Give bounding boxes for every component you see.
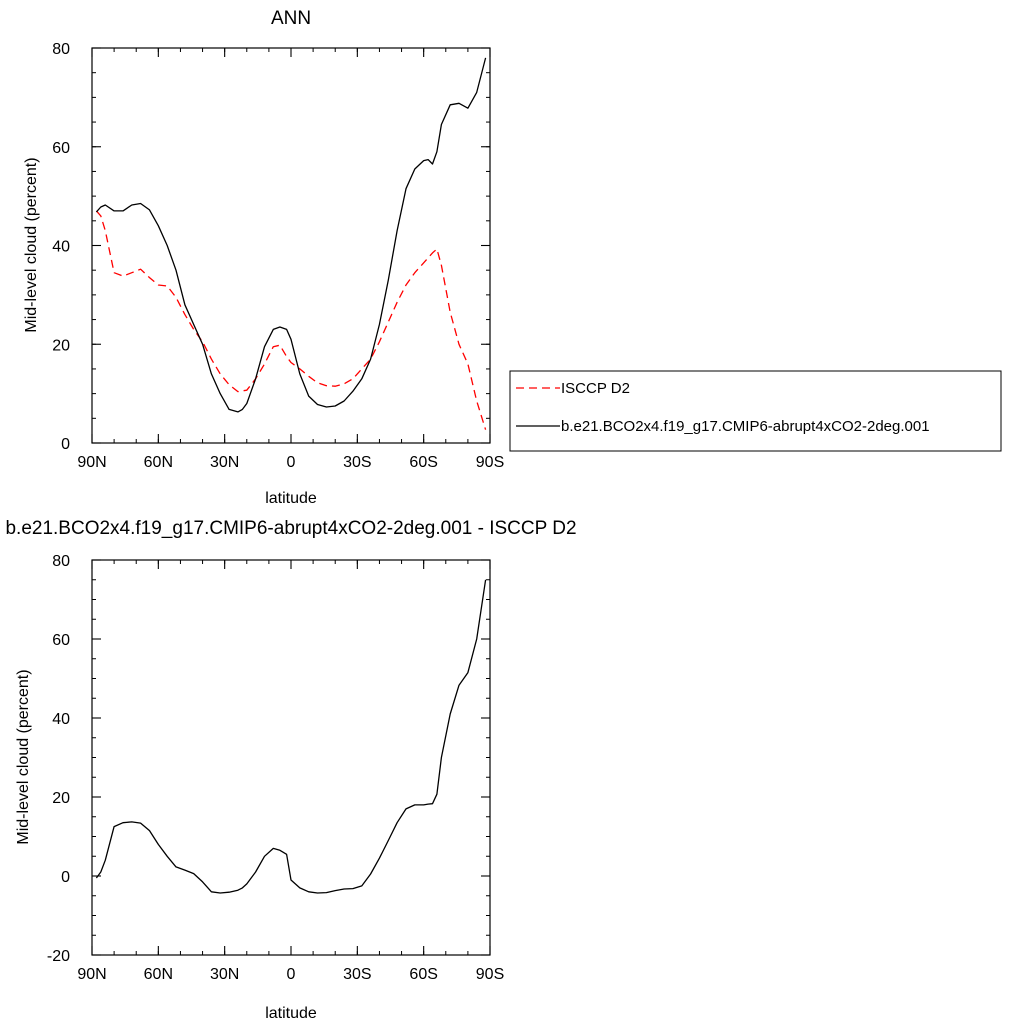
bottom-x-tick-label: 60S	[409, 966, 437, 983]
bottom-plot-frame	[91, 559, 491, 956]
top-x-tick-label: 60N	[144, 454, 173, 471]
bottom-x-tick-label: 90N	[77, 966, 106, 983]
top-y-tick-label: 20	[52, 337, 70, 354]
top-x-axis-label: latitude	[265, 490, 317, 507]
top-x-tick-label: 90N	[77, 454, 106, 471]
bottom-x-tick-label: 30N	[210, 966, 239, 983]
top-x-tick-label: 60S	[409, 454, 437, 471]
top-obs-series-line	[95, 210, 487, 430]
top-x-tick-label: 30S	[343, 454, 371, 471]
top-x-tick-label: 0	[287, 454, 296, 471]
bottom-y-tick-label: 80	[52, 553, 70, 570]
bottom-y-tick-label: 40	[52, 711, 70, 728]
bottom-plot-area: 90N 60N 30N 0 30S 60S 90S -20 0 20 40 60 80	[47, 553, 504, 983]
top-x-tick-label: 90S	[476, 454, 504, 471]
bottom-difference-series-line	[95, 579, 487, 894]
bottom-x-tick-label: 30S	[343, 966, 371, 983]
legend: ISCCP D2 b.e21.BCO2x4.f19_g17.CMIP6-abru…	[509, 370, 1002, 452]
top-x-tick-label: 30N	[210, 454, 239, 471]
bottom-x-tick-label: 60N	[144, 966, 173, 983]
bottom-x-tick-label: 0	[287, 966, 296, 983]
bottom-y-tick-label: -20	[47, 948, 70, 965]
bottom-x-tick-label: 90S	[476, 966, 504, 983]
legend-label-model: b.e21.BCO2x4.f19_g17.CMIP6-abrupt4xCO2-2…	[561, 418, 930, 435]
top-y-tick-label: 60	[52, 140, 70, 157]
bottom-y-tick-label: 20	[52, 790, 70, 807]
bottom-y-axis-label: Mid-level cloud (percent)	[15, 669, 32, 844]
top-y-axis-label: Mid-level cloud (percent)	[23, 157, 40, 332]
bottom-x-axis-label: latitude	[265, 1005, 317, 1022]
bottom-y-tick-label: 0	[61, 869, 70, 886]
top-panel: ANN 90N 60N 30N 0 30S 60S 90S 0 20 40 60 80 latitud…	[23, 8, 504, 507]
bottom-y-tick-label: 60	[52, 632, 70, 649]
top-chart-title: ANN	[271, 8, 311, 29]
top-y-tick-label: 80	[52, 41, 70, 58]
bottom-chart-title: b.e21.BCO2x4.f19_g17.CMIP6-abrupt4xCO2-2…	[5, 518, 576, 539]
top-model-series-line	[95, 57, 487, 413]
legend-box	[509, 370, 1002, 452]
top-plot-frame	[91, 47, 491, 444]
top-plot-area: 90N 60N 30N 0 30S 60S 90S 0 20 40 60 80	[52, 41, 504, 471]
top-y-tick-label: 40	[52, 239, 70, 256]
top-y-tick-label: 0	[61, 436, 70, 453]
bottom-panel: b.e21.BCO2x4.f19_g17.CMIP6-abrupt4xCO2-2…	[5, 518, 576, 1022]
legend-label-obs: ISCCP D2	[561, 380, 630, 397]
